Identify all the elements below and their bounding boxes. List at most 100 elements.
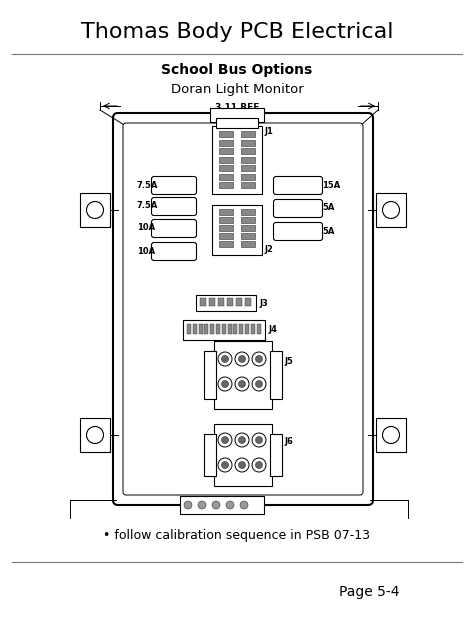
Text: 7.5A: 7.5A <box>137 181 158 190</box>
Circle shape <box>86 427 103 444</box>
Bar <box>199 324 202 334</box>
FancyBboxPatch shape <box>273 176 322 195</box>
Bar <box>183 320 265 340</box>
Bar <box>241 131 255 137</box>
Bar <box>219 174 233 179</box>
Bar <box>196 295 256 311</box>
Bar <box>204 324 209 334</box>
Text: School Bus Options: School Bus Options <box>161 63 313 77</box>
Circle shape <box>184 501 192 509</box>
Bar <box>212 205 262 255</box>
Bar <box>210 108 264 122</box>
Circle shape <box>238 437 246 444</box>
Bar <box>180 496 264 514</box>
Bar <box>219 217 233 223</box>
Bar <box>241 233 255 239</box>
Circle shape <box>218 352 232 366</box>
Text: 5A: 5A <box>322 226 334 236</box>
Circle shape <box>252 433 266 447</box>
Circle shape <box>252 377 266 391</box>
Bar <box>376 193 406 227</box>
Circle shape <box>218 458 232 472</box>
Bar <box>80 193 110 227</box>
FancyBboxPatch shape <box>152 176 197 195</box>
Text: J6: J6 <box>284 437 293 446</box>
Circle shape <box>235 377 249 391</box>
FancyBboxPatch shape <box>152 197 197 216</box>
Bar <box>219 131 233 137</box>
Bar <box>219 148 233 154</box>
Text: 15A: 15A <box>322 181 340 190</box>
Bar <box>241 157 255 162</box>
Circle shape <box>221 355 228 363</box>
Bar <box>251 324 255 334</box>
Circle shape <box>255 380 263 387</box>
Bar <box>219 157 233 162</box>
FancyBboxPatch shape <box>273 222 322 241</box>
Bar <box>193 324 197 334</box>
FancyBboxPatch shape <box>152 219 197 238</box>
FancyBboxPatch shape <box>152 243 197 260</box>
FancyBboxPatch shape <box>113 113 373 505</box>
FancyBboxPatch shape <box>123 123 363 495</box>
Bar <box>236 298 242 306</box>
Bar <box>239 324 243 334</box>
Circle shape <box>255 355 263 363</box>
Text: J4: J4 <box>268 325 277 334</box>
Bar <box>241 209 255 215</box>
Bar <box>187 324 191 334</box>
Text: J1: J1 <box>264 126 273 135</box>
Circle shape <box>235 352 249 366</box>
Circle shape <box>235 458 249 472</box>
Bar <box>241 182 255 188</box>
Bar <box>218 298 224 306</box>
Text: 5A: 5A <box>322 204 334 212</box>
Circle shape <box>212 501 220 509</box>
Bar <box>214 341 272 409</box>
Circle shape <box>238 380 246 387</box>
Bar <box>241 140 255 145</box>
Bar <box>270 434 282 476</box>
Bar <box>222 324 226 334</box>
Circle shape <box>221 380 228 387</box>
Bar <box>376 418 406 452</box>
Circle shape <box>252 458 266 472</box>
Circle shape <box>252 352 266 366</box>
Bar <box>219 165 233 171</box>
Text: Thomas Body PCB Electrical: Thomas Body PCB Electrical <box>81 22 393 42</box>
Bar <box>245 324 249 334</box>
Text: 10A: 10A <box>137 224 155 233</box>
Text: J2: J2 <box>264 245 273 255</box>
Bar <box>216 324 220 334</box>
Circle shape <box>218 377 232 391</box>
Bar <box>241 148 255 154</box>
Bar <box>219 225 233 231</box>
Bar <box>204 434 216 476</box>
Text: 3.11 REF: 3.11 REF <box>215 102 259 111</box>
Text: 7.5A: 7.5A <box>137 202 158 210</box>
Bar <box>270 351 282 399</box>
Circle shape <box>383 427 400 444</box>
Bar <box>219 209 233 215</box>
Bar <box>204 351 216 399</box>
Circle shape <box>235 433 249 447</box>
Text: Page 5-4: Page 5-4 <box>339 585 400 599</box>
Bar <box>233 324 237 334</box>
Bar <box>216 118 258 128</box>
Bar <box>245 298 251 306</box>
Bar <box>241 165 255 171</box>
Bar <box>241 217 255 223</box>
Bar <box>241 225 255 231</box>
Bar <box>241 174 255 179</box>
Bar <box>200 298 206 306</box>
Bar <box>219 182 233 188</box>
Bar <box>219 241 233 247</box>
Bar <box>219 233 233 239</box>
Circle shape <box>198 501 206 509</box>
Text: J3: J3 <box>259 298 268 308</box>
Bar <box>209 298 215 306</box>
Bar <box>227 298 233 306</box>
Circle shape <box>226 501 234 509</box>
Circle shape <box>221 437 228 444</box>
Circle shape <box>238 461 246 468</box>
